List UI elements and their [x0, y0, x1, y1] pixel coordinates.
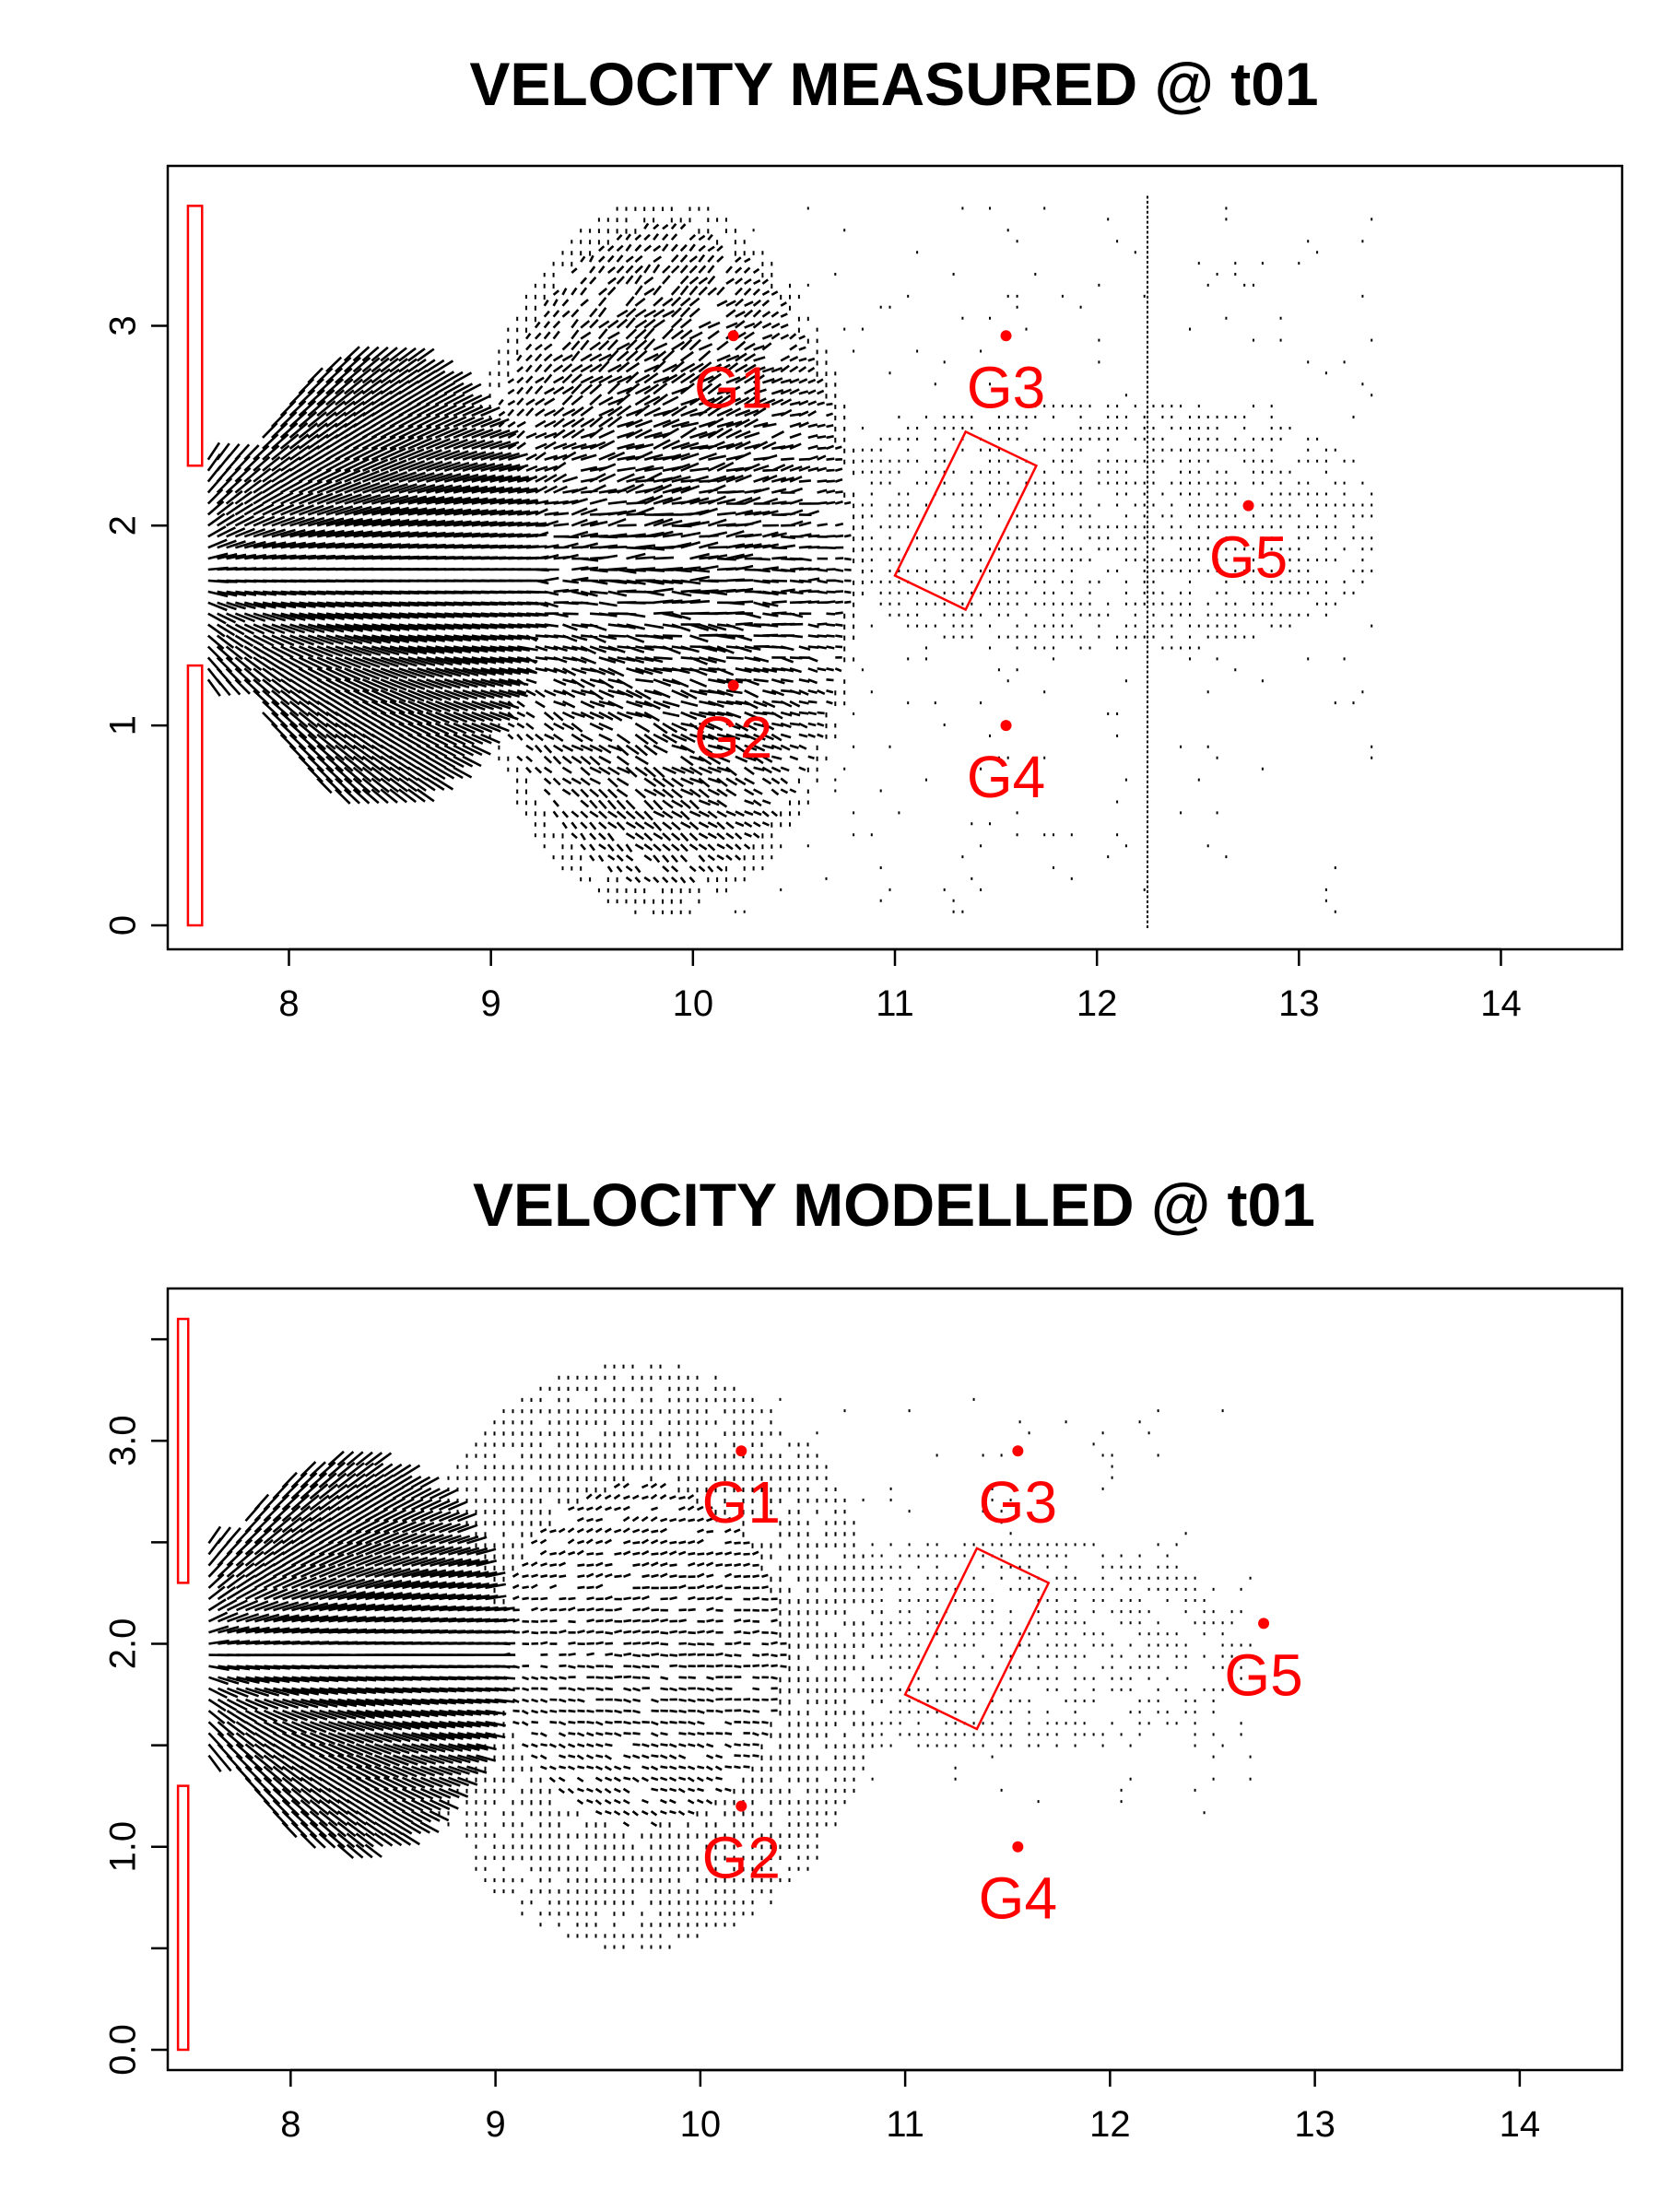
measured-annotations: G1 G2 G3 G4 G5: [186, 205, 1288, 927]
gauge-point-g3: [1012, 1445, 1024, 1457]
velocity-vectors: [207, 1450, 787, 1859]
x-tick-label: 8: [278, 983, 299, 1024]
gauge-point-g4: [1012, 1841, 1024, 1853]
gauge-label-g4: G4: [967, 744, 1045, 810]
x-tick-label: 12: [1077, 983, 1118, 1024]
velocity-points: [438, 1364, 1252, 1949]
gauge-label-g5: G5: [1224, 1641, 1302, 1708]
obstacle-outline: [903, 1547, 1051, 1731]
x-tick-label: 11: [876, 983, 914, 1024]
modelled-velocity-panel: VELOCITY MODELLED @ t01 G1 G2 G3 G4 G5 8 9 10 1…: [103, 1171, 1624, 2145]
obstacle-outline: [893, 429, 1039, 612]
gauge-label-g2: G2: [694, 704, 772, 771]
gauge-label-g2: G2: [702, 1825, 781, 1891]
y-tick-label: 0: [103, 915, 144, 935]
gauge-label-g5: G5: [1209, 524, 1288, 591]
x-tick-label: 9: [485, 2104, 505, 2145]
x-tick-label: 8: [280, 2104, 300, 2145]
y-tick-label: 1.0: [103, 1821, 144, 1873]
gauge-point-g2: [727, 679, 739, 691]
gauge-point-g5: [1242, 500, 1254, 512]
gauge-label-g3: G3: [979, 1469, 1057, 1535]
x-tick-label: 10: [680, 2104, 722, 2145]
measured-y-axis: 0 1 2 3: [103, 315, 168, 935]
gauge-point-g1: [727, 330, 739, 342]
modelled-annotations: G1 G2 G3 G4 G5: [176, 1317, 1303, 2052]
x-tick-label: 13: [1294, 2104, 1335, 2145]
modelled-x-axis: 8 9 10 11 12 13 14: [280, 2068, 1541, 2145]
measured-chart-title: VELOCITY MEASURED @ t01: [469, 50, 1318, 118]
inlet-bracket-1: [186, 205, 204, 467]
y-tick-label: 3.0: [103, 1415, 144, 1466]
gauge-point-g1: [735, 1445, 747, 1457]
inlet-bracket-2: [186, 664, 204, 927]
gauge-label-g1: G1: [694, 354, 772, 420]
modelled-chart-title: VELOCITY MODELLED @ t01: [473, 1171, 1315, 1239]
x-tick-label: 13: [1278, 983, 1320, 1024]
gauge-point-g4: [1000, 720, 1012, 732]
velocity-points: [479, 195, 1373, 928]
inlet-bracket-2: [176, 1784, 190, 2052]
measured-x-axis: 8 9 10 11 12 13 14: [278, 947, 1522, 1024]
gauge-label-g1: G1: [702, 1469, 781, 1535]
y-tick-label: 2: [103, 515, 144, 535]
x-tick-label: 10: [673, 983, 714, 1024]
x-tick-label: 14: [1500, 2104, 1541, 2145]
gauge-point-g3: [1000, 330, 1012, 342]
x-tick-label: 12: [1089, 2104, 1131, 2145]
gauge-label-g4: G4: [979, 1865, 1057, 1932]
gauge-point-g2: [735, 1800, 747, 1812]
modelled-y-axis: 0.0 1.0 2.0 3.0: [103, 1337, 168, 2076]
x-tick-label: 11: [886, 2104, 924, 2145]
inlet-bracket-1: [176, 1317, 190, 1584]
measured-vector-field: [206, 195, 1373, 928]
y-tick-label: 2.0: [103, 1618, 144, 1670]
x-tick-label: 9: [481, 983, 501, 1024]
y-tick-label: 1: [103, 715, 144, 735]
velocity-vectors: [206, 222, 852, 884]
x-tick-label: 14: [1480, 983, 1522, 1024]
modelled-vector-field: [207, 1364, 1252, 1949]
y-tick-label: 3: [103, 315, 144, 335]
y-tick-label: 0.0: [103, 2024, 144, 2076]
gauge-point-g5: [1258, 1618, 1270, 1630]
gauge-label-g3: G3: [967, 354, 1045, 420]
